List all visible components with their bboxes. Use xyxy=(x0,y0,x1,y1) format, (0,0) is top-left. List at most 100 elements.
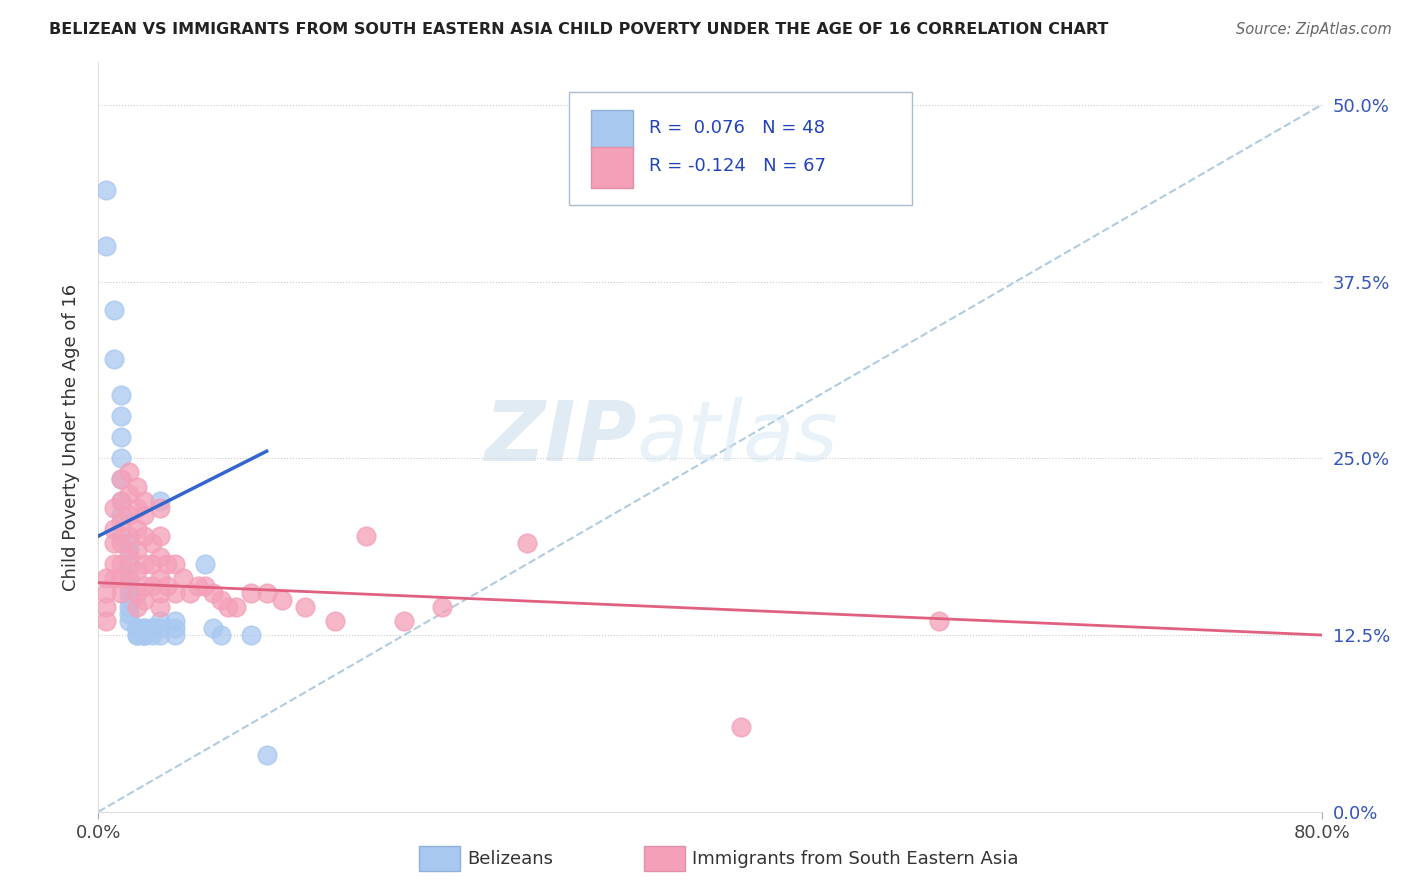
Point xyxy=(103,558,125,572)
Point xyxy=(516,536,538,550)
Point xyxy=(125,628,148,642)
Point xyxy=(172,571,194,585)
Point xyxy=(134,508,156,522)
Point xyxy=(225,599,247,614)
Point xyxy=(240,585,263,599)
Point xyxy=(149,628,172,642)
Point xyxy=(118,543,141,558)
Point xyxy=(125,599,148,614)
Point xyxy=(163,558,186,572)
Point xyxy=(432,599,454,614)
Point xyxy=(163,614,186,628)
Point xyxy=(141,536,163,550)
Point xyxy=(110,473,132,487)
Point xyxy=(125,621,148,635)
Point xyxy=(125,565,148,579)
Point xyxy=(94,571,117,585)
Point xyxy=(240,628,263,642)
Point xyxy=(256,585,278,599)
Point xyxy=(134,493,156,508)
Point xyxy=(194,558,217,572)
Point xyxy=(141,578,163,592)
Point xyxy=(294,599,316,614)
Point xyxy=(110,493,132,508)
Point xyxy=(134,578,156,592)
Point xyxy=(217,599,239,614)
Point xyxy=(118,592,141,607)
Point xyxy=(134,628,156,642)
Point xyxy=(134,621,156,635)
Point xyxy=(134,529,156,543)
Point xyxy=(149,585,172,599)
Point xyxy=(125,543,148,558)
Text: R = -0.124   N = 67: R = -0.124 N = 67 xyxy=(648,157,825,175)
Point xyxy=(163,628,186,642)
Point xyxy=(118,558,141,572)
Point xyxy=(103,536,125,550)
Point xyxy=(118,536,141,550)
Point xyxy=(94,599,117,614)
Point xyxy=(103,571,125,585)
Point xyxy=(118,599,141,614)
Text: R =  0.076   N = 48: R = 0.076 N = 48 xyxy=(648,120,825,137)
Point xyxy=(125,628,148,642)
Point xyxy=(103,500,125,515)
Point xyxy=(110,473,132,487)
Point xyxy=(202,621,225,635)
Point xyxy=(118,571,141,585)
Point xyxy=(187,578,209,592)
Text: Immigrants from South Eastern Asia: Immigrants from South Eastern Asia xyxy=(692,850,1018,868)
Point xyxy=(149,550,172,565)
Text: Source: ZipAtlas.com: Source: ZipAtlas.com xyxy=(1236,22,1392,37)
Point xyxy=(149,599,172,614)
Point xyxy=(110,493,132,508)
FancyBboxPatch shape xyxy=(569,93,912,205)
Point xyxy=(392,614,416,628)
Point xyxy=(110,451,132,466)
Point xyxy=(110,409,132,423)
Point xyxy=(141,558,163,572)
Point xyxy=(134,592,156,607)
Point xyxy=(103,302,125,317)
Point xyxy=(94,239,117,253)
Point xyxy=(110,508,132,522)
Text: ZIP: ZIP xyxy=(484,397,637,477)
Point xyxy=(125,621,148,635)
Point xyxy=(149,529,172,543)
Point xyxy=(194,578,217,592)
Point xyxy=(134,621,156,635)
Point xyxy=(270,592,292,607)
Point xyxy=(118,578,141,592)
Point xyxy=(202,585,225,599)
Point xyxy=(118,550,141,565)
Point xyxy=(125,500,148,515)
Point xyxy=(125,621,148,635)
Point xyxy=(110,515,132,529)
Point xyxy=(118,571,141,585)
Text: atlas: atlas xyxy=(637,397,838,477)
Y-axis label: Child Poverty Under the Age of 16: Child Poverty Under the Age of 16 xyxy=(62,284,80,591)
Point xyxy=(110,536,132,550)
Point xyxy=(118,585,141,599)
Point xyxy=(118,529,141,543)
Point xyxy=(103,522,125,536)
Point xyxy=(110,529,132,543)
Point xyxy=(149,621,172,635)
Point xyxy=(110,430,132,444)
Point xyxy=(256,748,278,763)
Point xyxy=(149,500,172,515)
Point xyxy=(163,585,186,599)
Text: BELIZEAN VS IMMIGRANTS FROM SOUTH EASTERN ASIA CHILD POVERTY UNDER THE AGE OF 16: BELIZEAN VS IMMIGRANTS FROM SOUTH EASTER… xyxy=(49,22,1108,37)
Point xyxy=(156,578,179,592)
Point xyxy=(118,508,141,522)
Point xyxy=(94,614,117,628)
Point xyxy=(179,585,201,599)
Point xyxy=(156,558,179,572)
Point xyxy=(134,628,156,642)
Point xyxy=(125,522,148,536)
Point xyxy=(125,621,148,635)
Point xyxy=(163,621,186,635)
Point xyxy=(149,493,172,508)
Text: Belizeans: Belizeans xyxy=(467,850,553,868)
Point xyxy=(354,529,377,543)
